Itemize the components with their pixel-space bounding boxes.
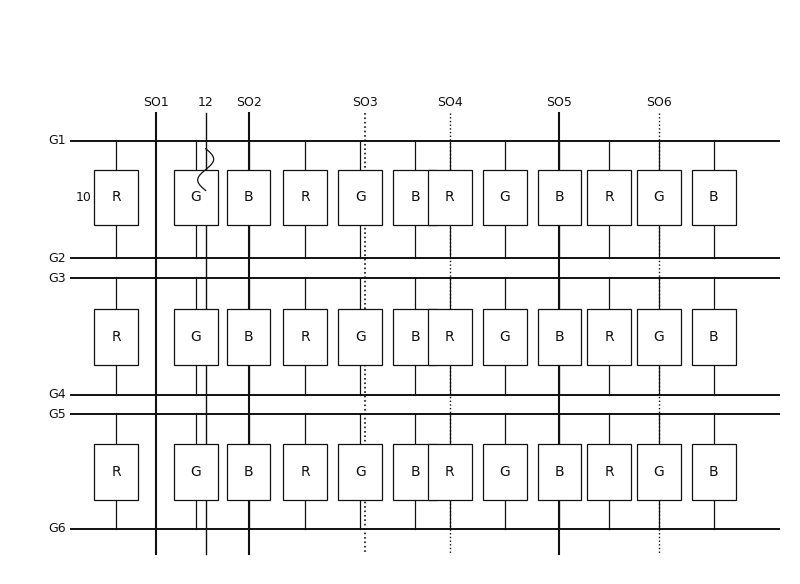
Text: G: G	[190, 190, 201, 204]
Text: G6: G6	[49, 522, 66, 536]
Bar	[692, 169, 736, 225]
Text: B: B	[554, 190, 564, 204]
Text: R: R	[445, 465, 454, 479]
Text: G: G	[499, 190, 510, 204]
Bar	[482, 309, 526, 364]
Text: G3: G3	[49, 272, 66, 284]
Bar	[226, 309, 270, 364]
Text: G: G	[499, 465, 510, 479]
Text: R: R	[111, 465, 121, 479]
Text: R: R	[445, 330, 454, 344]
Text: B: B	[244, 465, 254, 479]
Text: B: B	[554, 465, 564, 479]
Bar	[587, 444, 631, 500]
Text: SO2: SO2	[236, 96, 262, 109]
Bar	[393, 444, 437, 500]
Bar	[174, 309, 218, 364]
Bar	[482, 169, 526, 225]
Text: G: G	[354, 190, 366, 204]
Bar	[538, 444, 582, 500]
Text: G: G	[190, 465, 201, 479]
Bar	[94, 169, 138, 225]
Bar	[338, 169, 382, 225]
Text: G: G	[190, 330, 201, 344]
Bar	[538, 309, 582, 364]
Text: R: R	[301, 190, 310, 204]
Bar	[428, 309, 472, 364]
Text: 10: 10	[76, 191, 92, 204]
Text: G5: G5	[49, 408, 66, 421]
Bar	[428, 444, 472, 500]
Bar	[692, 309, 736, 364]
Text: G: G	[654, 330, 665, 344]
Text: B: B	[410, 330, 420, 344]
Bar	[338, 309, 382, 364]
Text: B: B	[244, 330, 254, 344]
Bar	[482, 444, 526, 500]
Bar	[637, 444, 681, 500]
Text: G: G	[354, 465, 366, 479]
Text: 12: 12	[198, 96, 214, 109]
Text: B: B	[709, 330, 718, 344]
Text: G: G	[654, 465, 665, 479]
Bar	[283, 309, 327, 364]
Text: R: R	[301, 465, 310, 479]
Bar	[226, 444, 270, 500]
Bar	[174, 169, 218, 225]
Text: B: B	[410, 190, 420, 204]
Bar	[226, 169, 270, 225]
Text: SO3: SO3	[352, 96, 378, 109]
Bar	[637, 169, 681, 225]
Text: SO1: SO1	[143, 96, 169, 109]
Bar	[587, 169, 631, 225]
Text: R: R	[111, 190, 121, 204]
Text: B: B	[554, 330, 564, 344]
Text: G: G	[654, 190, 665, 204]
Text: R: R	[605, 465, 614, 479]
Bar	[283, 444, 327, 500]
Bar	[94, 309, 138, 364]
Text: R: R	[445, 190, 454, 204]
Text: R: R	[605, 190, 614, 204]
Bar	[587, 309, 631, 364]
Text: R: R	[301, 330, 310, 344]
Text: B: B	[709, 465, 718, 479]
Text: B: B	[709, 190, 718, 204]
Text: SO6: SO6	[646, 96, 672, 109]
Bar	[94, 444, 138, 500]
Text: R: R	[605, 330, 614, 344]
Bar	[283, 169, 327, 225]
Bar	[428, 169, 472, 225]
Bar	[538, 169, 582, 225]
Text: G2: G2	[49, 252, 66, 265]
Text: B: B	[410, 465, 420, 479]
Bar	[692, 444, 736, 500]
Bar	[637, 309, 681, 364]
Bar	[174, 444, 218, 500]
Text: R: R	[111, 330, 121, 344]
Text: G: G	[354, 330, 366, 344]
Bar	[338, 444, 382, 500]
Text: G4: G4	[49, 388, 66, 401]
Text: G1: G1	[49, 134, 66, 147]
Text: SO4: SO4	[437, 96, 462, 109]
Bar	[393, 169, 437, 225]
Text: B: B	[244, 190, 254, 204]
Text: SO5: SO5	[546, 96, 572, 109]
Bar	[393, 309, 437, 364]
Text: G: G	[499, 330, 510, 344]
